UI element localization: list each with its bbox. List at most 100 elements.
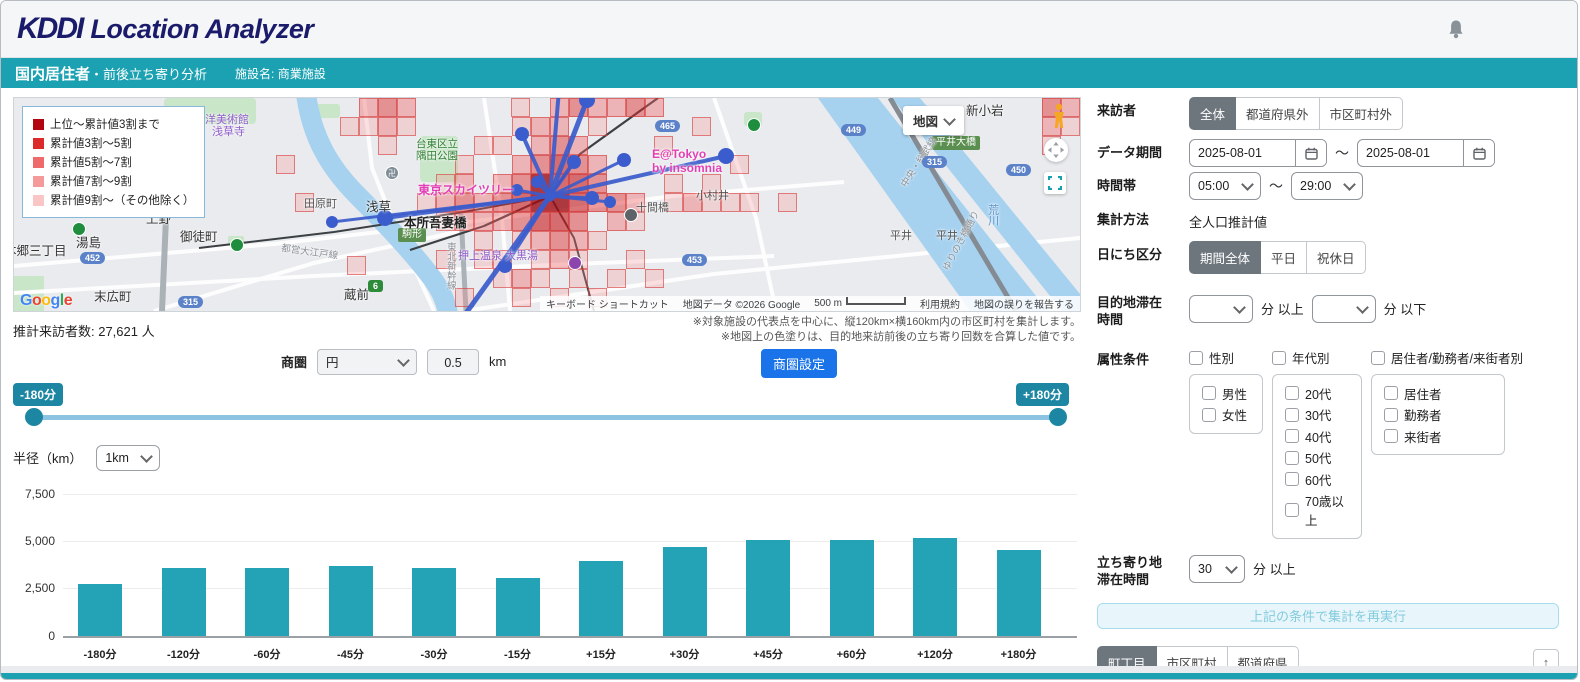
checkbox[interactable]: [1384, 386, 1398, 401]
heat-cell: [474, 231, 493, 250]
map-label: 小村井: [696, 190, 729, 202]
date-to-field[interactable]: 2025-08-01: [1357, 139, 1495, 167]
daytype-option-祝休日[interactable]: 祝休日: [1307, 241, 1366, 274]
checkbox[interactable]: [1371, 350, 1385, 365]
slider-left-handle[interactable]: [25, 407, 43, 426]
calendar-icon[interactable]: [1463, 140, 1494, 166]
heat-cell: [569, 269, 588, 288]
visitor-option-市区町村外[interactable]: 市区町村外: [1319, 97, 1404, 130]
daytype-option-期間全体[interactable]: 期間全体: [1189, 241, 1262, 274]
map-canvas[interactable]: 国立西洋美術館浅草寺台東区稲荷町上野御徒町湯島本郷三丁目末広町田原町浅草蔵前駒形…: [13, 97, 1081, 312]
checkbox[interactable]: [1285, 450, 1299, 465]
heat-cell: [550, 98, 569, 117]
heat-cell: [397, 98, 416, 117]
checkbox[interactable]: [1285, 386, 1299, 401]
attribute-group-label: 居住者/勤務者/来街者別: [1391, 352, 1523, 367]
map-scale: 500 m: [814, 297, 906, 309]
attributes-label: 属性条件: [1097, 351, 1150, 367]
chart-x-tick-label: -120分: [166, 648, 201, 661]
heat-cell: [730, 155, 749, 174]
calendar-icon[interactable]: [1295, 140, 1326, 166]
time-to-select[interactable]: 29:00: [1291, 172, 1363, 200]
heat-cell: [531, 212, 550, 231]
pegman-icon[interactable]: [1052, 103, 1066, 134]
checkbox[interactable]: [1384, 407, 1398, 422]
stopover-time-value: 30: [1198, 561, 1212, 576]
left-column: 国立西洋美術館浅草寺台東区稲荷町上野御徒町湯島本郷三丁目末広町田原町浅草蔵前駒形…: [13, 97, 1081, 679]
notification-bell-icon[interactable]: [1447, 19, 1465, 45]
checkbox[interactable]: [1285, 472, 1299, 487]
pan-control-icon[interactable]: [1044, 138, 1068, 162]
checkbox[interactable]: [1202, 407, 1216, 422]
checkbox-label: 30代: [1305, 409, 1332, 424]
heat-cell: [436, 250, 455, 269]
google-logo-letter: l: [59, 292, 64, 309]
report-map-error-link[interactable]: 地図の誤りを報告する: [974, 300, 1074, 311]
heat-cell: [295, 193, 314, 212]
poi-marker-icon: [568, 256, 582, 270]
checkbox[interactable]: [1189, 350, 1203, 365]
heat-cell: [626, 250, 645, 269]
date-to-value: 2025-08-01: [1366, 146, 1430, 160]
trade-area-shape-select[interactable]: 円: [317, 348, 418, 375]
slider-right-handle[interactable]: [1049, 407, 1067, 426]
checkbox[interactable]: [1384, 429, 1398, 444]
checkbox[interactable]: [1202, 386, 1216, 401]
checkbox-item: 男性: [1202, 384, 1254, 403]
poi-marker-icon: 卍: [385, 166, 399, 180]
legend-swatch: [33, 175, 44, 187]
map-type-button[interactable]: 地図: [902, 106, 964, 135]
map-data-credit: 地図データ ©2026 Google: [682, 300, 801, 311]
heat-cell: [378, 117, 397, 136]
checkbox[interactable]: [1272, 350, 1286, 365]
checkbox[interactable]: [1285, 429, 1299, 444]
visitor-option-都道府県外[interactable]: 都道府県外: [1236, 97, 1320, 130]
heat-cell: [550, 212, 569, 231]
slider-track[interactable]: [31, 414, 1059, 420]
stay-max-select[interactable]: [1311, 294, 1376, 323]
google-logo-letter: o: [31, 292, 42, 309]
daytype-option-平日[interactable]: 平日: [1261, 241, 1308, 274]
map-label: 湯島: [76, 236, 102, 250]
chart-bar: [412, 567, 456, 636]
logo-kddi: KDDI: [17, 12, 84, 45]
attribute-group: 性別男性女性: [1189, 346, 1263, 539]
checkbox-item: 女性: [1202, 405, 1254, 424]
trade-area-set-button[interactable]: 商圏設定: [761, 348, 838, 378]
radius-select[interactable]: 1km: [96, 444, 161, 471]
visitor-filter-row: 来訪者 全体 都道府県外 市区町村外: [1097, 97, 1559, 130]
checkbox[interactable]: [1285, 407, 1299, 422]
date-from-field[interactable]: 2025-08-01: [1189, 139, 1327, 167]
stay-min-select[interactable]: [1189, 294, 1253, 323]
trade-area-radius-input[interactable]: 0.5: [427, 348, 480, 375]
legend-swatch: [33, 118, 44, 130]
time-filter-row: 時間帯 05:00 ～ 29:00: [1097, 172, 1559, 200]
attribute-group-label: 年代別: [1292, 352, 1330, 367]
heat-cell: [531, 117, 550, 136]
keyboard-shortcuts-link[interactable]: キーボード ショートカット: [546, 300, 669, 311]
map-legend: 上位～累計値3割まで 累計値3割～5割 累計値5割～7割 累計値7割～9割 累計値9割～…: [22, 106, 206, 218]
fullscreen-icon[interactable]: [1044, 172, 1066, 194]
google-logo: Google: [20, 292, 73, 310]
map-label: 田原町: [304, 198, 337, 210]
stay-time-label: 目的地滞在 時間: [1097, 295, 1163, 327]
terms-link[interactable]: 利用規約: [920, 300, 960, 311]
checkbox-item: 30代: [1285, 405, 1353, 424]
checkbox[interactable]: [1285, 503, 1299, 518]
map-label: 東北新幹線: [444, 242, 456, 290]
top-header: KDDI Location Analyzer: [1, 1, 1577, 58]
attribute-group-label: 性別: [1209, 352, 1235, 367]
legend-label: 上位～累計値3割まで: [50, 119, 160, 131]
heat-cell: [550, 193, 569, 212]
legend-item: 累計値7割～9割: [33, 173, 194, 189]
time-from-select[interactable]: 05:00: [1189, 172, 1261, 200]
heat-cell: [569, 155, 588, 174]
stopover-time-select[interactable]: 30: [1189, 554, 1245, 583]
checkbox-label: 20代: [1305, 387, 1332, 402]
visitor-option-全体[interactable]: 全体: [1189, 97, 1237, 130]
map-label: 浅草寺: [212, 126, 245, 138]
legend-item: 累計値3割～5割: [33, 135, 194, 151]
rerun-aggregation-button[interactable]: 上記の条件で集計を再実行: [1097, 602, 1559, 629]
attribute-group-box: 男性 女性: [1189, 374, 1263, 434]
route-badge: 453: [682, 254, 708, 266]
